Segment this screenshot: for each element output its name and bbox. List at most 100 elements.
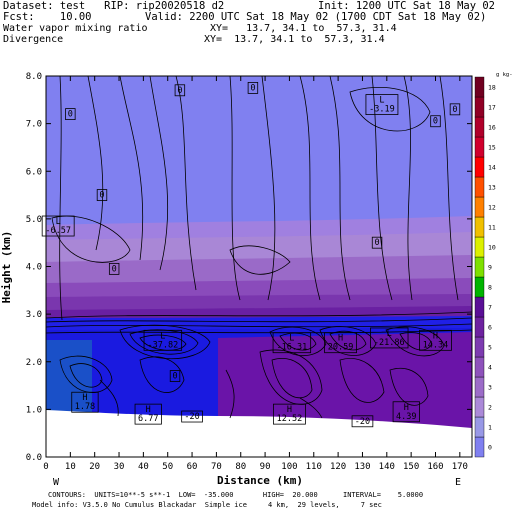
colorbar-label: 8 (488, 284, 492, 292)
contour-annotations: 00 0L-3.19000L-6.5700L-37.82L-16.31H20.59… (41, 82, 461, 428)
contour-label: 0 (96, 189, 108, 201)
colorbar-swatch (474, 436, 485, 458)
contour-label-box (449, 103, 461, 116)
field2-xsec: XY= 13.7, 34.1 to 57.3, 31.4 (204, 34, 385, 45)
colorbar-swatch (474, 176, 485, 198)
contour-label-text: 0 (99, 191, 104, 201)
contour-label-text: 0 (250, 83, 255, 93)
contour-label: L-37.82 (143, 329, 183, 351)
valid-time: Valid: 2200 UTC Sat 18 May 02 (1700 CDT … (145, 11, 487, 23)
y-tick-label: 7.0 (26, 120, 42, 130)
contour-label-text: 20.59 (328, 343, 354, 353)
terrain (46, 410, 472, 457)
colorbar-label: 0 (488, 444, 492, 452)
colorbar-swatch (474, 296, 485, 318)
colorbar-label: 16 (488, 124, 496, 132)
contour-label-box (65, 108, 76, 120)
colorbar-swatch (474, 256, 485, 278)
colorbar-label: 10 (488, 244, 496, 252)
contour-label-text: 0 (68, 110, 73, 120)
contour-label-text: H (338, 334, 343, 344)
contour-label: 0 (108, 262, 120, 275)
colorbar-swatch (474, 396, 485, 418)
model-info: Model info: V3.5.0 No Cumulus Blackadar … (32, 501, 382, 509)
contour-label-text: -20 (355, 417, 370, 427)
contour-label-box (174, 84, 186, 97)
contour-label-box (169, 370, 181, 382)
x-axis-ticks: 0 10 20 30 40 50 60 70 80 90 100 110 120 130 140 150 160… (43, 76, 468, 472)
colorbar-swatch (474, 356, 485, 378)
contour-label: 0 (174, 84, 186, 97)
y-tick-label: 1.0 (26, 405, 42, 415)
contour-label-box (419, 329, 452, 351)
colorbar-label: 11 (488, 224, 496, 232)
y-tick-label: 2.0 (26, 358, 42, 368)
divergence-contours (46, 76, 472, 419)
x-tick-label: 70 (211, 462, 222, 472)
contour-label: 0 (371, 236, 383, 249)
contour-label: 0 (449, 103, 461, 116)
x-axis-label: Distance (km) (217, 474, 303, 487)
contour-label-text: L (56, 217, 61, 227)
y-tick-label: 0.0 (26, 453, 42, 463)
colorbar-swatch (474, 376, 485, 398)
contour-label-text: L (160, 331, 165, 341)
y-tick-label: 3.0 (26, 310, 42, 320)
contour-label-text: 12.52 (277, 414, 303, 424)
contour-label-box (108, 262, 120, 275)
east-label: E (455, 477, 461, 488)
contour-label-text: 0 (177, 86, 182, 96)
colorbar-label: 2 (488, 404, 492, 412)
x-tick-label: 50 (162, 462, 173, 472)
contour-label-text: -6.57 (45, 226, 71, 236)
contour-label-box (41, 215, 75, 237)
x-tick-label: 80 (235, 462, 246, 472)
colorbar-label: 17 (488, 104, 496, 112)
colorbar-label: 15 (488, 144, 496, 152)
contour-label: H4.39 (392, 401, 420, 423)
x-tick-label: 110 (306, 462, 322, 472)
x-tick-label: 30 (114, 462, 125, 472)
west-label: W (53, 477, 60, 488)
colorbar-label: 13 (488, 184, 496, 192)
colorbar-swatch (474, 156, 485, 178)
contour-label-box (392, 401, 420, 423)
contour-label-box (273, 403, 306, 425)
contour-label-box (134, 403, 162, 425)
colorbar-label: 14 (488, 164, 496, 172)
contour-label-text: H (404, 403, 409, 413)
colorbar-label: 18 (488, 84, 496, 92)
contour-label-text: 0 (172, 372, 177, 382)
contour-label-text: 0 (375, 238, 380, 248)
contour-label-text: -20 (184, 412, 199, 422)
colorbar-swatch (474, 336, 485, 358)
x-tick-label: 140 (379, 462, 395, 472)
contour-label-text: 4.39 (396, 412, 416, 422)
field1-name: Water vapor mixing ratio (3, 23, 148, 34)
colorbar-swatch (474, 276, 485, 298)
contour-label-box (96, 189, 108, 201)
contour-label: -20 (351, 415, 374, 428)
contour-label-box (351, 415, 374, 428)
x-tick-label: 0 (43, 462, 48, 472)
contour-label-text: -37.82 (147, 340, 178, 350)
x-tick-label: 120 (330, 462, 346, 472)
y-axis-ticks: 0.0 1.0 2.0 3.0 4.0 5.0 6.0 7.0 8.0 (26, 72, 472, 463)
plot-field (46, 76, 472, 457)
colorbar-swatch (474, 96, 485, 118)
x-tick-label: 100 (281, 462, 297, 472)
contour-info: CONTOURS: UNITS=10**-5 s**-1 LOW= -35.00… (48, 491, 424, 499)
contour-label: L-16.31 (272, 332, 312, 354)
contour-label: 0 (169, 370, 181, 382)
colorbar-label: 4 (488, 364, 492, 372)
colorbar-label: 3 (488, 384, 492, 392)
y-axis-label: Height (km) (0, 231, 13, 304)
contour-label-text: L (289, 334, 294, 344)
contour-label-text: H (433, 331, 438, 341)
colorbar-swatch (474, 236, 485, 258)
forecast-hour: Fcst: 10.00 (3, 11, 92, 23)
y-tick-label: 5.0 (26, 215, 42, 225)
contour-label-box (272, 332, 312, 354)
contour-label-text: -3.19 (369, 105, 395, 115)
